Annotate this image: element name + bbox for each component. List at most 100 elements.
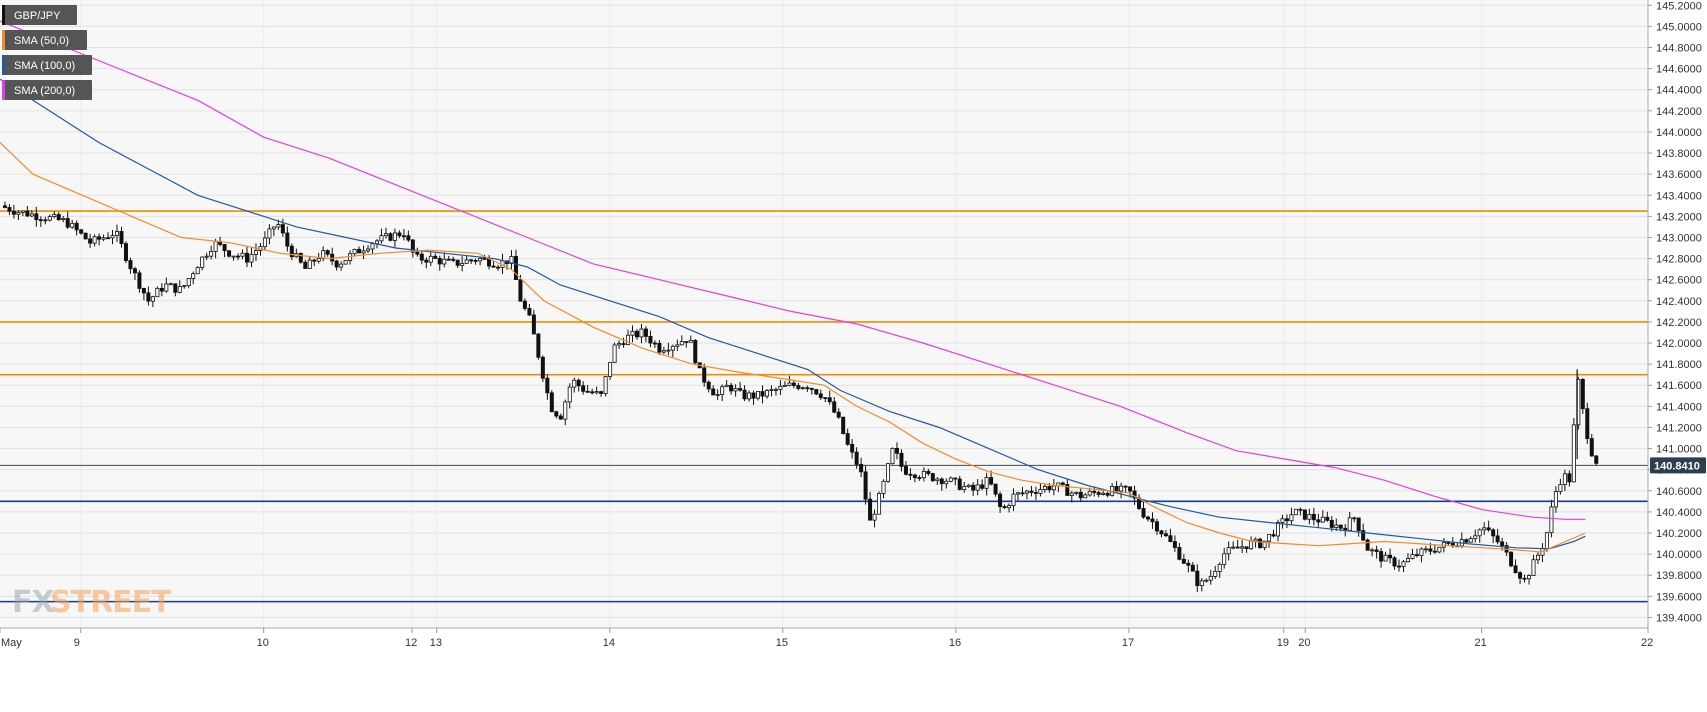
candle-body <box>271 226 276 230</box>
candle-body <box>379 235 384 242</box>
candle-body <box>397 232 402 237</box>
candle-body <box>1096 492 1101 495</box>
x-tick-label: May <box>1 637 22 649</box>
legend: GBP/JPY SMA (50,0) SMA (100,0) SMA (200,0) <box>2 5 92 100</box>
candle-body <box>868 498 873 521</box>
candle-body <box>953 477 958 480</box>
candle-body <box>581 385 586 392</box>
y-tick-label: 143.2000 <box>1656 211 1702 223</box>
y-tick-label: 142.0000 <box>1656 338 1702 350</box>
candle-body <box>97 236 102 240</box>
y-tick-label: 143.4000 <box>1656 190 1702 202</box>
candle-body <box>1500 541 1505 546</box>
candle-body <box>1092 490 1097 493</box>
candle-body <box>724 384 729 388</box>
x-tick-label: 19 <box>1277 637 1289 649</box>
legend-label: SMA (100,0) <box>14 60 75 72</box>
legend-item <box>2 55 92 75</box>
candle-body <box>917 477 922 479</box>
candle-body <box>1361 530 1366 541</box>
candle-body <box>630 330 635 336</box>
candle-body <box>1522 577 1527 580</box>
candle-body <box>1594 455 1599 464</box>
candle-body <box>1302 509 1307 520</box>
y-tick-label: 142.8000 <box>1656 254 1702 266</box>
candle-body <box>401 235 406 238</box>
candle-body <box>1186 562 1191 566</box>
candle-body <box>1482 527 1487 531</box>
candle-body <box>827 397 832 403</box>
candle-body <box>240 252 245 257</box>
y-tick-label: 142.6000 <box>1656 275 1702 287</box>
x-tick-label: 13 <box>430 637 442 649</box>
candle-body <box>473 259 478 262</box>
candle-body <box>1051 485 1056 491</box>
candle-body <box>984 477 989 489</box>
candle-body <box>298 253 303 263</box>
axes: 139.4000 139.6000 139.8000 140.0000 140.2000… <box>0 0 1706 649</box>
candle-body <box>1585 408 1590 439</box>
candle-body <box>639 328 644 338</box>
candle-body <box>1491 529 1496 537</box>
candle-body <box>267 228 272 239</box>
candle-body <box>1280 518 1285 523</box>
candle-body <box>101 237 106 240</box>
candle-body <box>204 255 209 258</box>
candle-body <box>1509 551 1514 567</box>
candle-body <box>738 388 743 391</box>
candle-body <box>442 258 447 265</box>
candle-body <box>832 401 837 413</box>
candle-body <box>370 243 375 250</box>
y-tick-label: 141.6000 <box>1656 380 1702 392</box>
candle-body <box>836 411 841 418</box>
candle-body <box>469 259 474 262</box>
candle-body <box>20 210 25 213</box>
candle-body <box>1240 546 1245 549</box>
candle-body <box>146 292 151 302</box>
candle-body <box>451 258 456 261</box>
legend-item <box>2 5 77 25</box>
candle-body <box>186 278 191 286</box>
y-tick-label: 145.2000 <box>1656 0 1702 12</box>
candle-body <box>1347 517 1352 531</box>
candle-body <box>1253 538 1258 542</box>
candle-body <box>285 232 290 247</box>
y-tick-label: 144.4000 <box>1656 85 1702 97</box>
candle-body <box>684 341 689 343</box>
candle-body <box>464 259 469 264</box>
candle-body <box>433 255 438 259</box>
candle-body <box>1150 518 1155 523</box>
candle-body <box>92 236 97 244</box>
candle-body <box>666 349 671 352</box>
candle-body <box>1392 557 1397 567</box>
x-tick-label: 17 <box>1122 637 1134 649</box>
sma-200-line <box>0 20 1586 520</box>
candle-body <box>549 392 554 413</box>
candle-body <box>877 493 882 515</box>
candle-body <box>643 328 648 337</box>
candle-body <box>388 233 393 241</box>
candle-body <box>460 263 465 266</box>
candle-body <box>1414 554 1419 557</box>
candle-body <box>850 443 855 453</box>
candle-body <box>939 478 944 485</box>
candle-body <box>213 240 218 252</box>
candle-body <box>1213 571 1218 577</box>
candle-body <box>1249 540 1254 550</box>
candle-body <box>1374 549 1379 552</box>
candle-body <box>823 397 828 399</box>
candle-body <box>791 382 796 386</box>
candle-body <box>410 239 415 253</box>
candle-body <box>56 214 61 221</box>
candle-body <box>1195 570 1200 587</box>
candle-body <box>729 384 734 392</box>
candle-body <box>222 244 227 252</box>
y-tick-label: 139.6000 <box>1656 591 1702 603</box>
candle-body <box>648 335 653 344</box>
candle-body <box>608 362 613 377</box>
candle-body <box>16 211 21 215</box>
candle-body <box>245 252 250 263</box>
x-tick-label: 14 <box>603 637 615 649</box>
